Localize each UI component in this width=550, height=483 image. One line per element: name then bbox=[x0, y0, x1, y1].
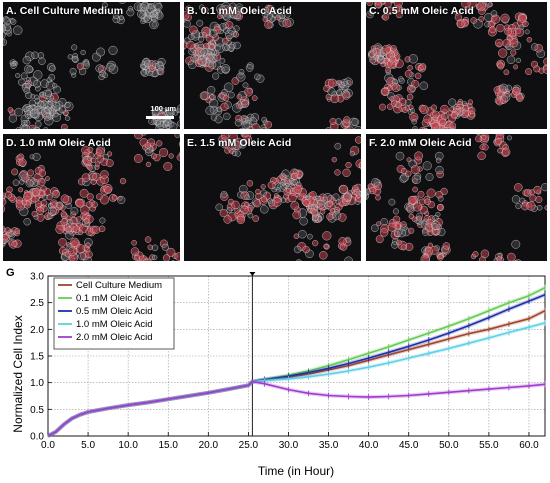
y-tick-label: 2.0 bbox=[30, 325, 44, 336]
micrograph-panel-c: C. 0.5 mM Oleic Acid bbox=[366, 2, 547, 129]
y-tick-label: 0.0 bbox=[30, 432, 44, 443]
panel-letter: D bbox=[6, 137, 14, 149]
x-tick-label: 35.0 bbox=[319, 440, 339, 451]
chart-legend: Cell Culture Medium 0.1 mM Oleic Acid 0.5 … bbox=[53, 277, 175, 350]
micrograph-panel-b: B. 0.1 mM Oleic Acid bbox=[184, 2, 361, 129]
legend-box bbox=[53, 277, 175, 350]
x-tick-label: 60.0 bbox=[519, 440, 539, 451]
cell-micrograph-image bbox=[184, 2, 361, 129]
cell-micrograph-image bbox=[215, 134, 361, 261]
x-tick-label: 55.0 bbox=[479, 440, 499, 451]
x-tick-label: 10.0 bbox=[118, 440, 138, 451]
panel-title: 0.5 mM Oleic Acid bbox=[382, 5, 474, 17]
legend-entry: 2.0 mM Oleic Acid bbox=[76, 332, 153, 343]
micrograph-panel-d: D. 1.0 mM Oleic Acid bbox=[3, 134, 180, 261]
y-tick-label: 3.0 bbox=[30, 272, 44, 283]
panel-title: 1.5 mM Oleic Acid bbox=[200, 137, 292, 149]
cell-micrograph-image bbox=[3, 134, 180, 261]
panel-title: 0.1 mM Oleic Acid bbox=[200, 5, 292, 17]
x-tick-label: 45.0 bbox=[399, 440, 419, 451]
panel-label: D. 1.0 mM Oleic Acid bbox=[6, 137, 111, 149]
panel-letter: E bbox=[187, 137, 195, 149]
panel-label: F. 2.0 mM Oleic Acid bbox=[369, 137, 472, 149]
cell-micrograph-image bbox=[366, 2, 547, 129]
x-axis-title: Time (in Hour) bbox=[258, 464, 334, 478]
x-tick-label: 25.0 bbox=[239, 440, 259, 451]
panel-label: C. 0.5 mM Oleic Acid bbox=[369, 5, 474, 17]
panel-label: E. 1.5 mM Oleic Acid bbox=[187, 137, 292, 149]
cell-index-chart: G 0.0 5.0 10.0 15.0 20.0 25.0 30.0 35.0 40.0 45.0… bbox=[6, 267, 546, 478]
panel-label: B. 0.1 mM Oleic Acid bbox=[187, 5, 292, 17]
micrograph-panel-a: A. Cell Culture Medium 100 µm bbox=[3, 2, 180, 129]
x-tick-label: 0.0 bbox=[41, 440, 55, 451]
series-line bbox=[47, 380, 546, 437]
panel-title: 2.0 mM Oleic Acid bbox=[380, 137, 472, 149]
cell-micrograph-image bbox=[366, 134, 547, 261]
panel-letter: F bbox=[369, 137, 375, 149]
y-tick-label: 2.5 bbox=[30, 298, 44, 309]
panel-title: Cell Culture Medium bbox=[19, 5, 124, 17]
panel-letter: A bbox=[6, 5, 14, 17]
x-tick-label: 50.0 bbox=[439, 440, 459, 451]
legend-entry: Cell Culture Medium bbox=[76, 280, 162, 291]
panel-letter: C bbox=[369, 5, 377, 17]
series-5 bbox=[47, 379, 546, 438]
scale-bar-label: 100 µm bbox=[150, 104, 176, 113]
y-tick-label: 1.5 bbox=[30, 352, 44, 363]
micrograph-panel-f: F. 2.0 mM Oleic Acid bbox=[366, 134, 547, 261]
legend-entry: 0.1 mM Oleic Acid bbox=[76, 293, 153, 304]
series-error-band bbox=[47, 379, 546, 438]
x-tick-label: 5.0 bbox=[81, 440, 95, 451]
scale-bar-line bbox=[146, 116, 174, 119]
x-tick-label: 15.0 bbox=[159, 440, 179, 451]
legend-entry: 1.0 mM Oleic Acid bbox=[76, 319, 153, 330]
marker-triangle-icon bbox=[249, 272, 256, 276]
cell-micrograph-image bbox=[3, 2, 180, 129]
x-tick-label: 40.0 bbox=[359, 440, 379, 451]
x-tick-label: 20.0 bbox=[199, 440, 219, 451]
panel-label: A. Cell Culture Medium bbox=[6, 5, 124, 17]
panel-letter: B bbox=[187, 5, 195, 17]
y-tick-label: 1.0 bbox=[30, 378, 44, 389]
micrograph-panel-e: E. 1.5 mM Oleic Acid bbox=[184, 134, 361, 261]
chart-axes: 0.0 5.0 10.0 15.0 20.0 25.0 30.0 35.0 40.0 45.0 50… bbox=[30, 272, 546, 451]
panel-title: 1.0 mM Oleic Acid bbox=[19, 137, 111, 149]
legend-entry: 0.5 mM Oleic Acid bbox=[76, 306, 153, 317]
y-axis-title: Normalized Cell Index bbox=[11, 315, 25, 432]
chart-series bbox=[47, 284, 546, 438]
y-tick-label: 0.5 bbox=[30, 405, 44, 416]
x-tick-label: 30.0 bbox=[279, 440, 299, 451]
plot-frame bbox=[47, 275, 546, 437]
chart-panel-letter: G bbox=[6, 267, 15, 279]
